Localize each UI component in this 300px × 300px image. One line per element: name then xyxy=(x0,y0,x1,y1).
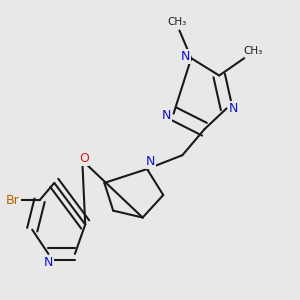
Text: N: N xyxy=(229,102,239,115)
Text: O: O xyxy=(79,152,89,165)
Text: N: N xyxy=(161,109,171,122)
Text: N: N xyxy=(146,155,155,168)
Text: N: N xyxy=(44,256,53,269)
Text: CH₃: CH₃ xyxy=(167,17,186,27)
Text: Br: Br xyxy=(6,194,20,207)
Text: CH₃: CH₃ xyxy=(243,46,263,56)
Text: N: N xyxy=(181,50,190,63)
